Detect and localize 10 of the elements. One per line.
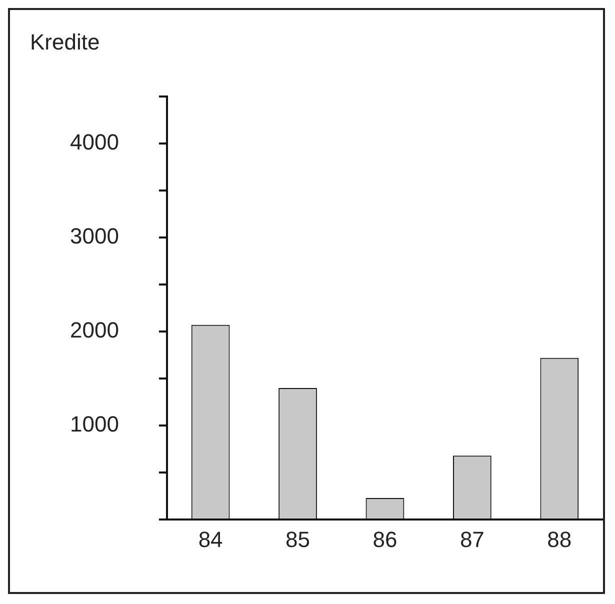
chart-title: Kredite <box>30 29 100 54</box>
x-tick-label: 85 <box>286 526 310 552</box>
x-tick-label: 88 <box>547 526 572 552</box>
y-tick-label: 2000 <box>70 318 119 343</box>
x-tick-label: 84 <box>198 526 223 552</box>
x-tick-label: 87 <box>460 526 484 552</box>
y-tick-label: 3000 <box>70 224 119 249</box>
y-tick-label: 4000 <box>70 129 119 154</box>
y-tick-label: 1000 <box>70 412 119 437</box>
x-tick-label: 86 <box>372 526 398 552</box>
